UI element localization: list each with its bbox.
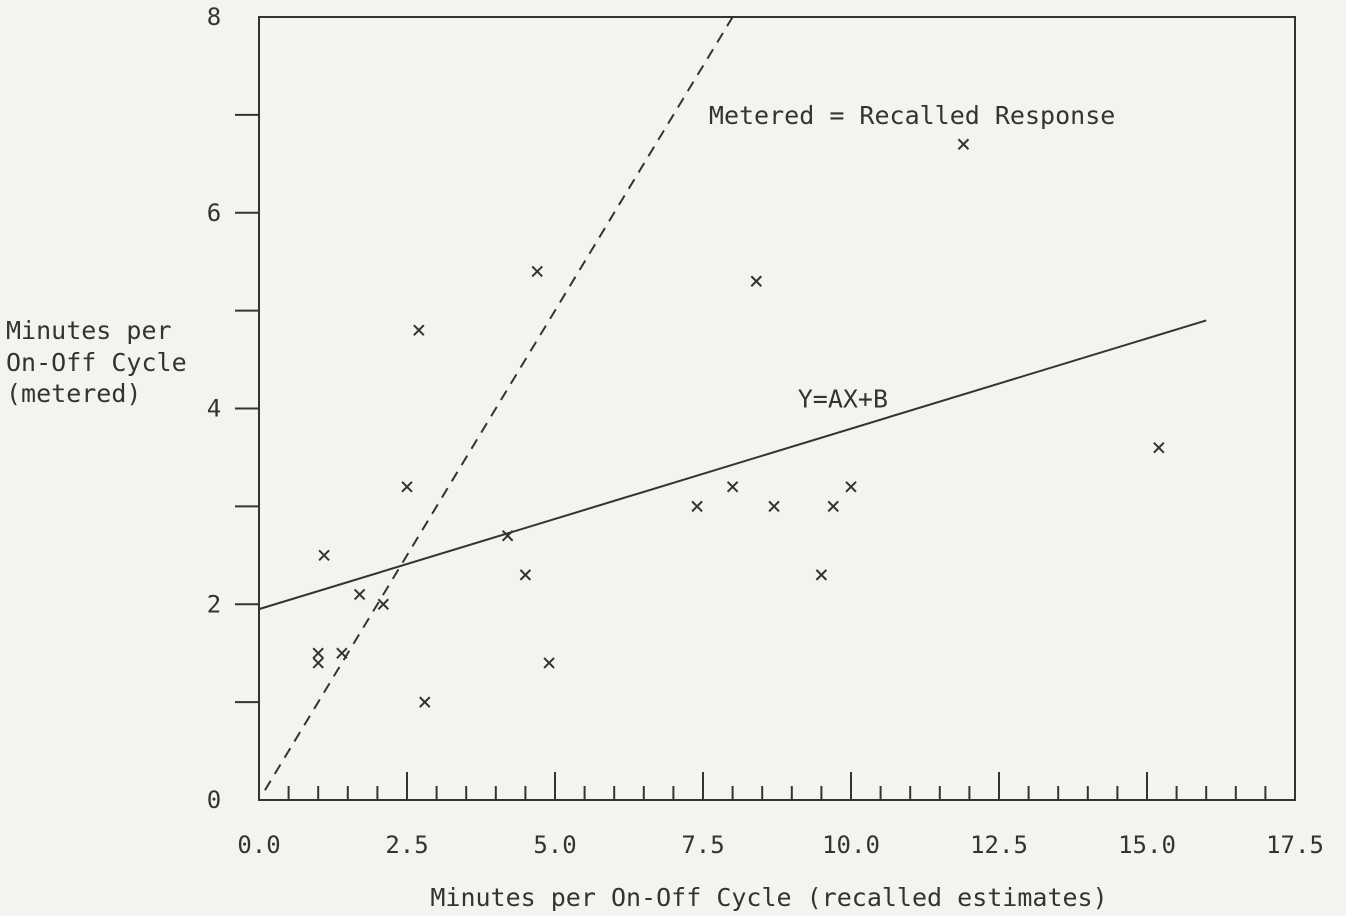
data-point — [750, 275, 762, 287]
y-tick-label: 0 — [207, 786, 221, 814]
x-tick-label: 10.0 — [822, 831, 880, 859]
x-axis-tick-labels: 0.0 2.5 5.0 7.5 10.0 12.5 15.0 17.5 — [237, 831, 1324, 859]
data-point — [815, 569, 828, 581]
data-point — [519, 569, 532, 581]
data-point — [845, 481, 857, 493]
y-tick-label: 8 — [207, 3, 221, 31]
plot-frame — [258, 16, 1296, 801]
data-point — [501, 530, 514, 542]
y-tick-label: 2 — [207, 590, 221, 618]
regression-line-label: Y=AX+B — [798, 385, 888, 414]
y-axis-title-line-3: (metered) — [6, 379, 141, 408]
y-axis-ticks — [235, 113, 259, 704]
data-point — [312, 657, 324, 669]
data-point — [1153, 441, 1165, 454]
data-point — [726, 481, 739, 493]
y-tick-label: 4 — [207, 395, 221, 423]
y-axis-title-line-1: Minutes per — [6, 316, 172, 345]
x-tick-label: 17.5 — [1266, 831, 1324, 859]
data-point — [401, 481, 413, 493]
data-point — [768, 500, 780, 513]
data-point — [336, 647, 348, 659]
x-tick-label: 12.5 — [970, 831, 1028, 859]
y-axis-title: Minutes per On-Off Cycle (metered) — [6, 316, 187, 408]
y-axis-tick-labels: 0 2 4 6 8 — [207, 3, 221, 814]
data-markers — [312, 138, 1165, 708]
x-tick-label: 0.0 — [237, 831, 280, 859]
data-point — [413, 324, 425, 336]
x-tick-label: 15.0 — [1118, 831, 1176, 859]
x-axis-title: Minutes per On-Off Cycle (recalled estim… — [430, 883, 1107, 912]
x-axis-ticks — [287, 772, 1267, 800]
data-point — [543, 657, 555, 669]
reference-lines — [258, 16, 1207, 791]
data-point — [531, 265, 543, 278]
identity-line-label: Metered = Recalled Response — [709, 101, 1115, 130]
data-point — [827, 500, 839, 513]
data-point — [353, 588, 366, 601]
y-tick-label: 6 — [207, 199, 221, 227]
identity-dashed-line — [264, 16, 734, 791]
data-point — [312, 647, 324, 659]
regression-line — [258, 319, 1207, 611]
x-tick-label: 7.5 — [681, 831, 724, 859]
line-annotations: Metered = Recalled Response Y=AX+B — [709, 101, 1115, 414]
data-point — [419, 696, 431, 708]
data-point — [318, 549, 330, 562]
data-point — [957, 138, 970, 150]
data-point — [691, 500, 703, 513]
y-axis-title-line-2: On-Off Cycle — [6, 348, 187, 377]
x-tick-label: 5.0 — [533, 831, 576, 859]
x-tick-label: 2.5 — [385, 831, 428, 859]
data-point — [377, 598, 390, 610]
